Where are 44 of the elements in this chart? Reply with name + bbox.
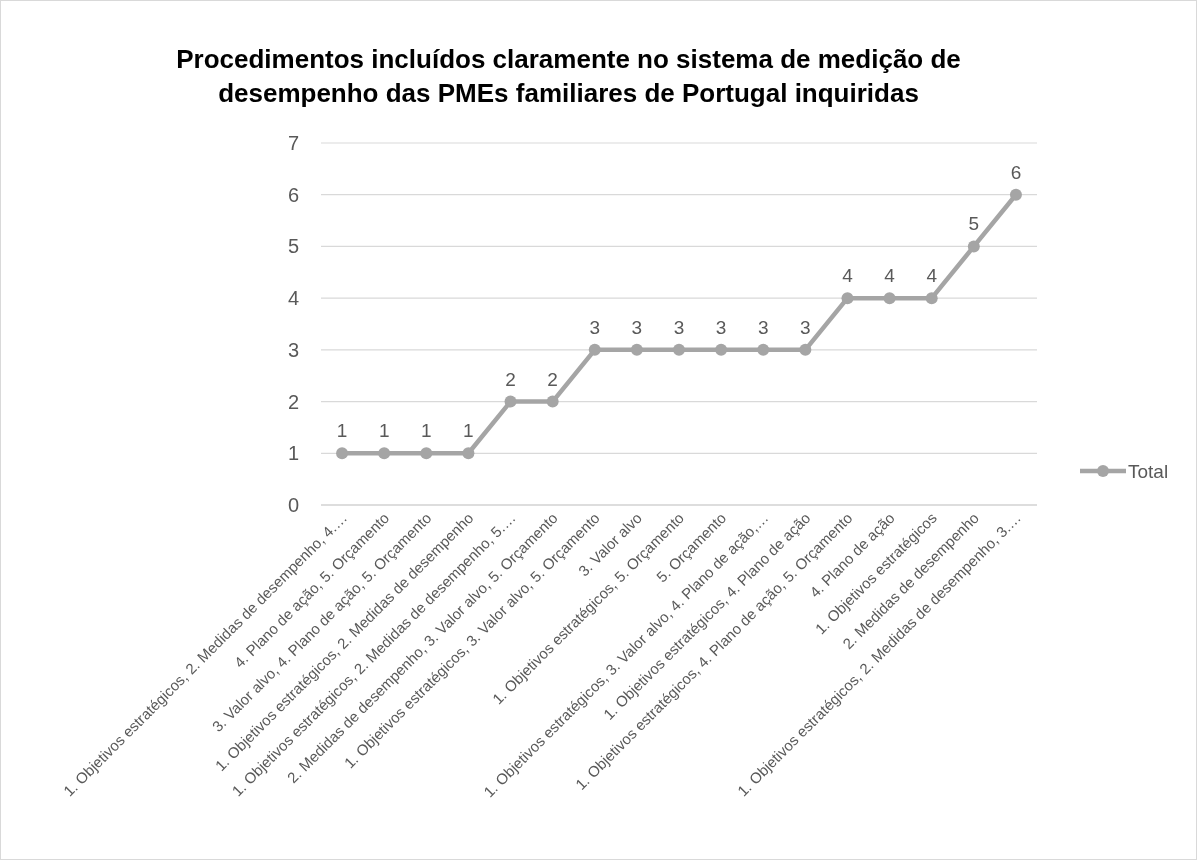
y-tick-label: 2	[287, 390, 299, 413]
point	[841, 292, 854, 305]
point	[757, 343, 770, 356]
point	[1009, 188, 1022, 201]
point	[883, 292, 896, 305]
data-label: 1	[336, 420, 348, 442]
point	[799, 343, 812, 356]
data-label: 3	[589, 316, 601, 338]
point	[588, 343, 601, 356]
data-label: 3	[673, 316, 685, 338]
y-tick-label: 7	[287, 132, 299, 154]
data-label: 4	[884, 265, 896, 287]
chart-title: Procedimentos incluídos claramente no sistema de medição de desempenho das PMEs familiares de Portugal inquiridas	[176, 44, 961, 108]
data-label: 1	[378, 420, 390, 442]
data-label: 1	[463, 420, 474, 442]
y-tick-label: 3	[287, 338, 299, 361]
point	[715, 343, 728, 356]
point	[378, 447, 391, 460]
point	[504, 395, 517, 408]
y-tick-label: 0	[287, 494, 299, 516]
point	[420, 447, 433, 460]
point	[336, 447, 349, 460]
legend-label: Total	[1128, 460, 1169, 482]
data-label: 6	[1010, 161, 1022, 183]
point	[967, 240, 980, 253]
y-tick-label: 4	[287, 287, 299, 310]
y-tick-label: 1	[287, 442, 299, 465]
point	[630, 343, 643, 356]
data-label: 3	[631, 316, 643, 338]
y-tick-label: 5	[287, 235, 299, 258]
data-label: 3	[757, 316, 769, 338]
data-label: 4	[842, 265, 854, 287]
point	[925, 292, 938, 305]
point	[673, 343, 685, 356]
data-label: 4	[926, 265, 938, 287]
point	[546, 395, 559, 408]
y-tick-label: 6	[287, 183, 299, 206]
data-label: 2	[505, 368, 516, 390]
data-label: 3	[800, 316, 811, 338]
data-label: 5	[968, 213, 980, 235]
data-label: 2	[547, 368, 558, 390]
data-label: 3	[715, 316, 727, 338]
point	[462, 447, 475, 460]
data-label: 1	[421, 420, 432, 442]
